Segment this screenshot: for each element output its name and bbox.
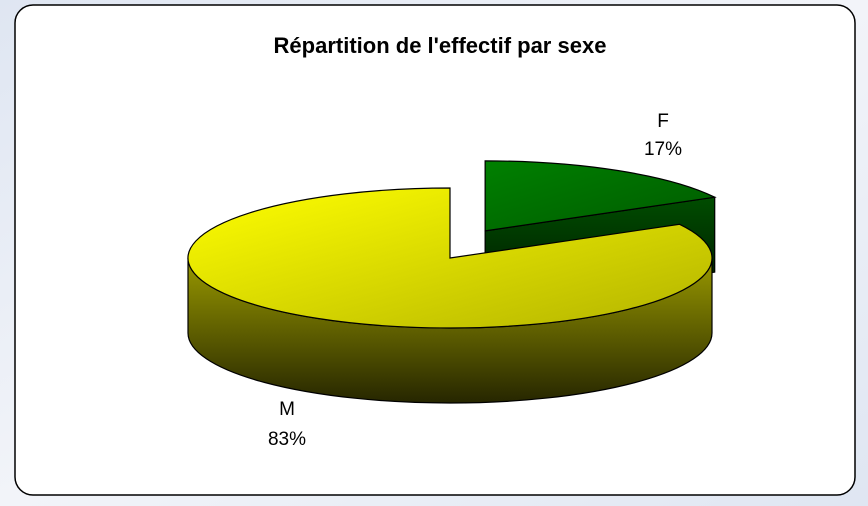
slice-value-label: 83%: [268, 429, 306, 450]
slice-label: M: [279, 399, 295, 420]
pie: [187, 160, 717, 404]
chart-title: Répartition de l'effectif par sexe: [274, 33, 607, 58]
slice-label: F: [657, 111, 669, 132]
slice-top: [484, 160, 717, 232]
slice-value-label: 17%: [644, 139, 682, 160]
slice-top: [187, 187, 713, 329]
